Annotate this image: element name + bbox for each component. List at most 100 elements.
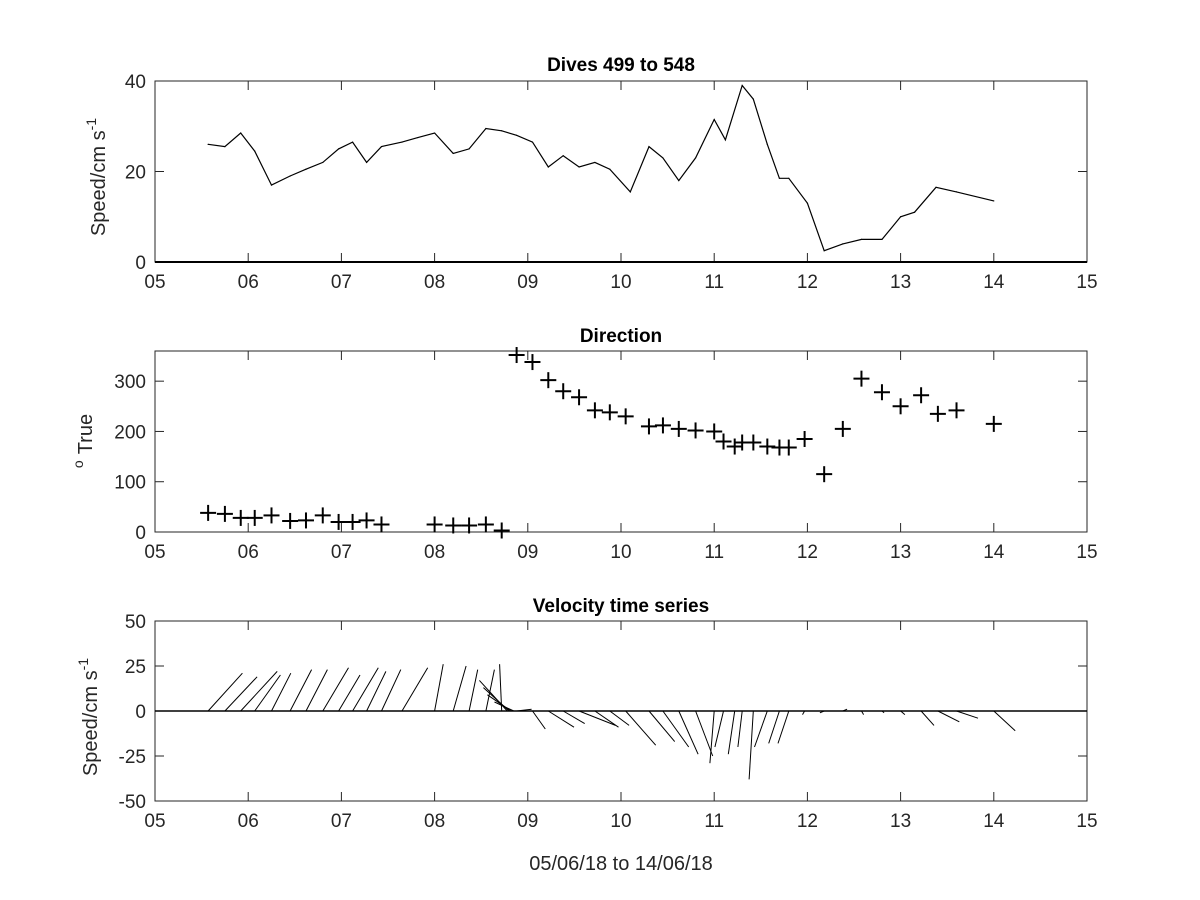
direction-marker [687, 422, 704, 439]
direction-marker [571, 389, 588, 406]
speed-ylabel-superscript: -1 [83, 118, 99, 131]
velocity-xlabel: 05/06/18 to 14/06/18 [529, 853, 713, 875]
direction-marker [524, 354, 541, 371]
direction-marker [358, 512, 375, 529]
speed-data-point [806, 202, 809, 204]
speed-data-point [778, 177, 781, 179]
velocity-xtick-label: 13 [890, 811, 911, 832]
velocity-stick [768, 710, 780, 744]
direction-marker [816, 466, 833, 483]
velocity-stick [625, 710, 657, 746]
direction-axes: 05 06 07 08 09 10 11 12 13 14 15 0 100 200 300 [114, 347, 1098, 563]
direction-marker [263, 507, 280, 524]
speed-data-point [434, 132, 436, 134]
direction-ytick-label: 200 [114, 422, 146, 443]
speed-data-point [380, 146, 383, 148]
direction-axes-box [154, 350, 1088, 533]
velocity-xtick-label: 06 [238, 811, 259, 832]
direction-marker [373, 516, 390, 533]
velocity-stick [254, 674, 281, 712]
speed-data-point [648, 146, 650, 148]
direction-marker [670, 420, 687, 437]
velocity-stick [562, 710, 585, 725]
direction-marker [555, 383, 572, 400]
velocity-stick [305, 669, 328, 712]
speed-xtick-label: 05 [144, 272, 165, 293]
speed-data-point [578, 166, 580, 168]
velocity-stick [366, 671, 387, 712]
velocity-stick [695, 710, 714, 757]
direction-xtick-label: 07 [331, 542, 352, 563]
speed-axes-box [154, 80, 1088, 263]
direction-ylabel-text: True [75, 414, 97, 454]
speed-data-point [741, 84, 743, 87]
speed-data-point [900, 216, 902, 218]
speed-xtick-label: 10 [610, 272, 631, 293]
direction-marker [715, 433, 732, 450]
direction-xtick-label: 15 [1076, 542, 1097, 563]
speed-data-point [485, 127, 487, 130]
speed-ytick-label: 40 [125, 72, 146, 93]
velocity-stick [240, 671, 278, 712]
direction-xtick-label: 13 [890, 542, 911, 563]
velocity-xtick-label: 08 [424, 811, 445, 832]
speed-line-series [208, 84, 994, 252]
speed-xtick-label: 12 [797, 272, 818, 293]
speed-data-point [240, 132, 242, 134]
speed-xtick-label: 11 [704, 272, 724, 293]
direction-marker [929, 405, 946, 422]
direction-marker [654, 417, 671, 434]
velocity-stick [401, 667, 429, 712]
speed-data-point [935, 186, 937, 188]
velocity-stick [609, 710, 630, 726]
direction-marker [780, 439, 797, 456]
speed-xtick-label: 14 [983, 272, 1005, 293]
speed-xtick-label: 15 [1076, 272, 1097, 293]
speed-data-point [401, 141, 403, 143]
speed-data-point [207, 143, 209, 145]
direction-marker [477, 516, 494, 533]
direction-xtick-label: 10 [610, 542, 631, 563]
speed-data-point [842, 243, 844, 245]
velocity-xtick-label: 07 [331, 811, 352, 832]
direction-marker [586, 402, 603, 419]
speed-data-point [322, 161, 324, 164]
velocity-stick [289, 669, 313, 712]
speed-data-point [562, 155, 564, 157]
velocity-stick [338, 674, 361, 712]
direction-ylabel: o True [70, 414, 97, 468]
speed-data-point [788, 177, 790, 179]
velocity-stick [662, 710, 690, 748]
velocity-xtick-label: 14 [983, 811, 1005, 832]
direction-xtick-label: 12 [797, 542, 818, 563]
speed-data-point [305, 168, 307, 170]
speed-ylabel: Speed/cm s-1 [83, 118, 110, 236]
speed-data-point [365, 161, 368, 164]
speed-data-point [270, 184, 273, 186]
velocity-stick [271, 672, 292, 712]
direction-marker [540, 372, 557, 389]
speed-data-point [289, 175, 291, 177]
velocity-xtick-label: 11 [704, 811, 724, 832]
velocity-stick [748, 710, 754, 780]
speed-data-point [452, 152, 454, 154]
velocity-stick [861, 710, 865, 715]
direction-marker [892, 398, 909, 415]
speed-data-point [993, 200, 995, 202]
direction-marker [200, 504, 217, 521]
direction-marker [232, 509, 249, 526]
speed-data-point [913, 211, 916, 213]
velocity-ytick-label: -25 [119, 747, 146, 768]
direction-marker [445, 517, 462, 534]
velocity-ytick-label: -50 [119, 792, 146, 813]
direction-chart-title: Direction [580, 326, 662, 347]
speed-data-point [516, 134, 518, 136]
velocity-stick [737, 710, 743, 748]
velocity-stick [452, 665, 467, 712]
speed-data-point [594, 161, 596, 164]
direction-marker [314, 507, 331, 524]
direction-ytick-label: 0 [135, 523, 146, 544]
direction-marker [461, 517, 478, 534]
velocity-stick [937, 710, 960, 723]
direction-marker [216, 505, 233, 522]
